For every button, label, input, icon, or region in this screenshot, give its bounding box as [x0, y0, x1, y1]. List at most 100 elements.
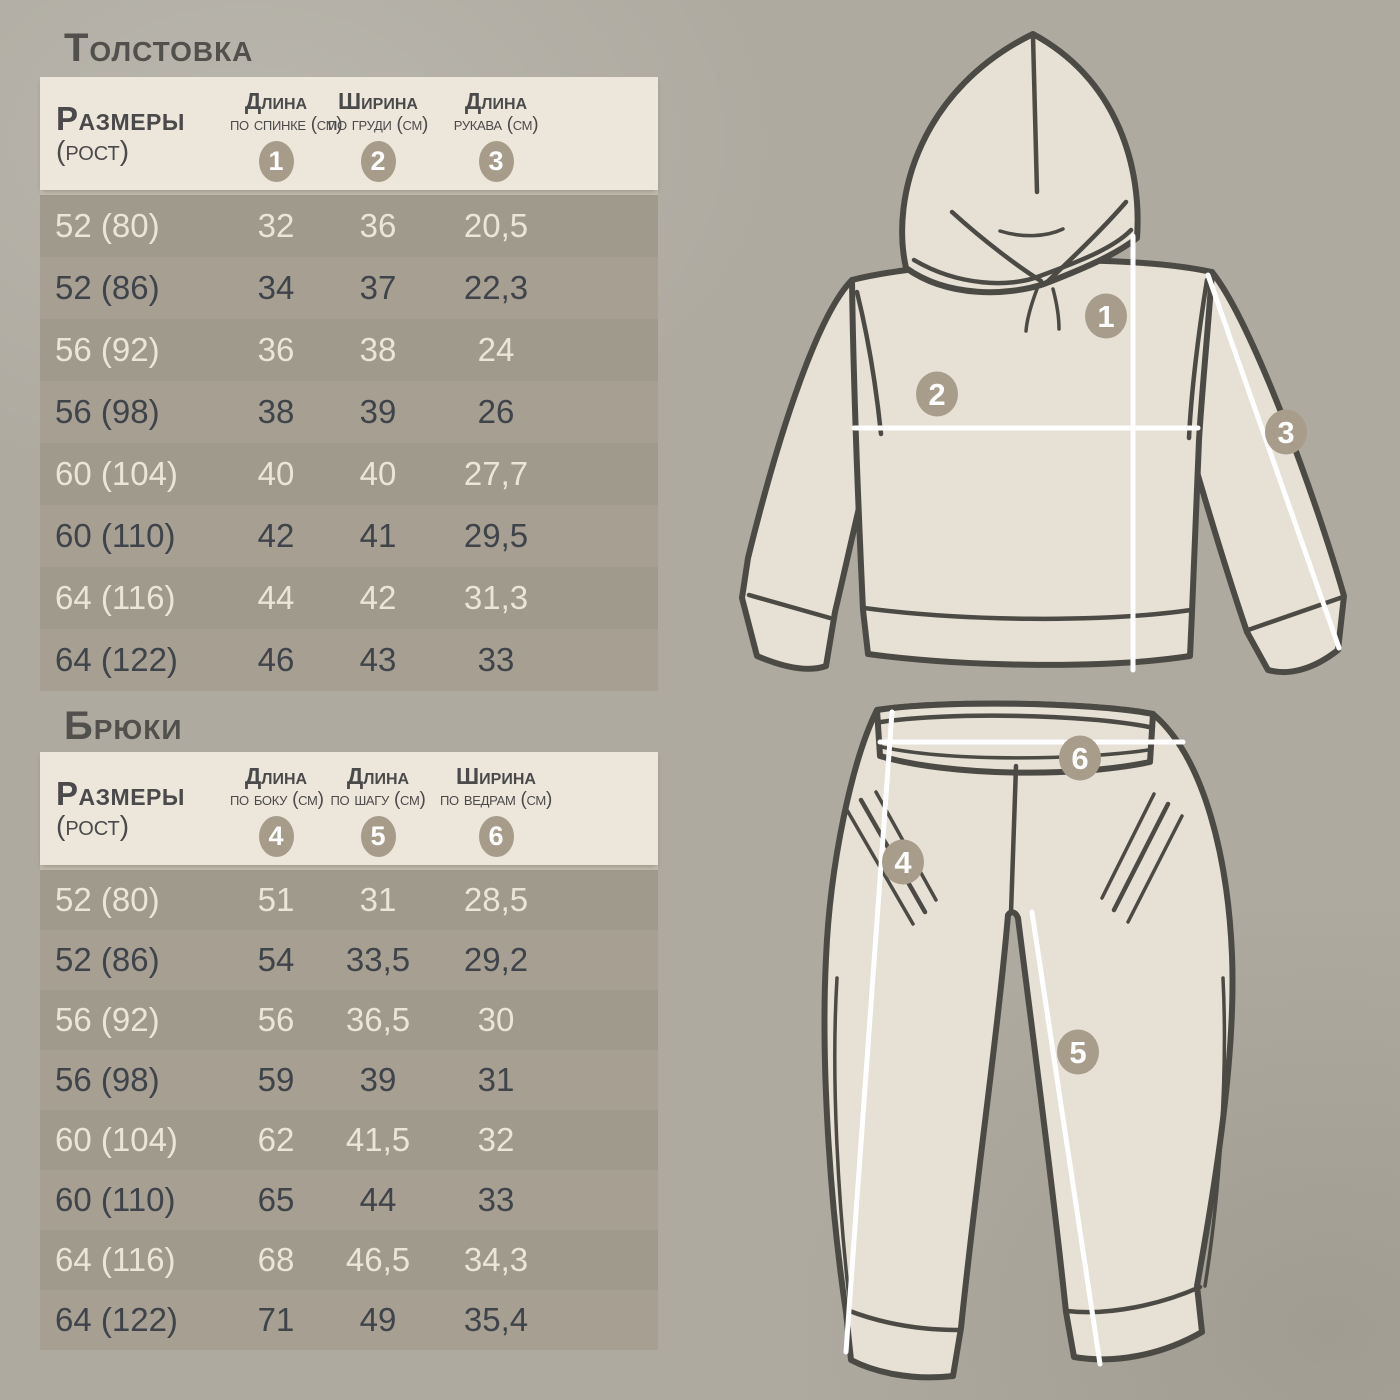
value-cell: 29,2: [463, 941, 529, 978]
pants-center-seam: [1008, 763, 1019, 916]
column-badge-6: 6: [478, 816, 514, 857]
size-table-row: 60 (110) 42 41 29,5: [40, 505, 658, 567]
pants-table-body: 52 (80) 51 31 28,5 52 (86) 54 33,5 29,2 …: [40, 865, 658, 1350]
measure-badge-4: 4: [882, 839, 924, 885]
size-table-row: 52 (80) 51 31 28,5: [40, 870, 658, 930]
value-cell: 54: [257, 941, 295, 978]
size-table-row: 60 (104) 40 40 27,7: [40, 443, 658, 505]
size-table-row: 52 (80) 32 36 20,5: [40, 195, 658, 257]
svg-text:5: 5: [1069, 1035, 1086, 1070]
hoodie-table-header: Размеры (рост) Длина по спинке (см) 1 Ши…: [40, 77, 658, 190]
value-cell: 37: [359, 269, 397, 306]
value-cell: 30: [477, 1001, 515, 1038]
size-table-row: 56 (98) 38 39 26: [40, 381, 658, 443]
column-badge-5: 5: [360, 816, 396, 857]
size-cell: 56 (98): [55, 393, 160, 430]
size-table-row: 60 (104) 62 41,5 32: [40, 1110, 658, 1170]
value-cell: 68: [257, 1241, 295, 1278]
svg-text:3: 3: [1277, 415, 1294, 450]
size-cell: 64 (122): [55, 641, 178, 678]
hoodie-left-armhole-seam: [854, 289, 884, 437]
column-badge-2: 2: [360, 141, 396, 182]
value-cell: 32: [477, 1121, 515, 1158]
value-cell: 44: [359, 1181, 397, 1218]
measure-badge-1: 1: [1085, 293, 1127, 339]
value-cell: 31: [477, 1061, 515, 1098]
value-cell: 42: [257, 517, 295, 554]
measure-line-4: [843, 709, 895, 1355]
size-sublabel: (рост): [56, 809, 130, 841]
value-cell: 31: [359, 881, 397, 918]
measure-badge-6: 6: [1059, 735, 1101, 781]
hoodie-section-title: Толстовка: [64, 26, 254, 70]
right-pocket-line: [1100, 792, 1156, 900]
column-badge-4: 4: [258, 816, 294, 857]
size-sublabel: (рост): [56, 134, 130, 166]
left-cuff-line: [844, 1307, 961, 1333]
svg-text:2: 2: [928, 377, 945, 412]
left-side-seam: [833, 976, 851, 1300]
size-label: Размеры: [56, 99, 185, 137]
hoodie-left-cuff-line: [746, 592, 833, 621]
value-cell: 20,5: [463, 207, 529, 244]
hood-drawstring-left: [1024, 287, 1039, 333]
measure-line-3: [1205, 272, 1342, 651]
value-cell: 34,3: [463, 1241, 529, 1278]
measure-badge-2: 2: [916, 371, 958, 417]
value-cell: 38: [359, 331, 397, 368]
size-table-row: 56 (92) 56 36,5 30: [40, 990, 658, 1050]
hoodie-right-armhole-seam: [1186, 277, 1210, 441]
pants-drawing: 4 5 6: [821, 700, 1236, 1381]
value-cell: 42: [359, 579, 397, 616]
size-cell: 52 (86): [55, 269, 160, 306]
value-cell: 26: [477, 393, 515, 430]
column-header-inseam-length: Длина по шагу (см) 5: [322, 752, 434, 865]
size-table-row: 56 (92) 36 38 24: [40, 319, 658, 381]
size-cell: 60 (104): [55, 1121, 178, 1158]
hood-drawstring-right: [1051, 287, 1061, 331]
value-cell: 41: [359, 517, 397, 554]
column-header-chest-width: Ширина по груди (см) 2: [322, 77, 434, 190]
waistband-seam-line: [880, 745, 1150, 760]
size-cell: 60 (104): [55, 455, 178, 492]
size-cell: 56 (92): [55, 1001, 160, 1038]
size-cell: 56 (92): [55, 331, 160, 368]
value-cell: 27,7: [463, 455, 529, 492]
svg-text:4: 4: [894, 845, 912, 880]
svg-text:1: 1: [1097, 299, 1114, 334]
hoodie-right-sleeve: [1184, 269, 1347, 676]
value-cell: 56: [257, 1001, 295, 1038]
value-cell: 35,4: [463, 1301, 529, 1338]
column-header-hip-width: Ширина по ведрам (см) 6: [434, 752, 558, 865]
measure-badge-5: 5: [1057, 1029, 1099, 1075]
value-cell: 33: [477, 641, 515, 678]
value-cell: 39: [359, 1061, 397, 1098]
value-cell: 31,3: [463, 579, 529, 616]
hoodie-body: [849, 257, 1215, 668]
waistband-top-line: [878, 713, 1152, 730]
size-table-row: 52 (86) 54 33,5 29,2: [40, 930, 658, 990]
size-cell: 52 (80): [55, 207, 160, 244]
right-pocket-line: [1111, 801, 1171, 913]
size-label: Размеры: [56, 774, 185, 812]
hoodie-size-table: Размеры (рост) Длина по спинке (см) 1 Ши…: [40, 77, 658, 691]
size-column-header: Размеры (рост): [40, 99, 230, 166]
column-header-back-length: Длина по спинке (см) 1: [230, 77, 343, 190]
value-cell: 36,5: [345, 1001, 411, 1038]
value-cell: 22,3: [463, 269, 529, 306]
hoodie-drawing: 1 2 3: [739, 31, 1347, 676]
value-cell: 40: [257, 455, 295, 492]
value-cell: 32: [257, 207, 295, 244]
value-cell: 38: [257, 393, 295, 430]
value-cell: 62: [257, 1121, 295, 1158]
size-table-row: 52 (86) 34 37 22,3: [40, 257, 658, 319]
size-cell: 64 (122): [55, 1301, 178, 1338]
size-cell: 56 (98): [55, 1061, 160, 1098]
value-cell: 46: [257, 641, 295, 678]
size-cell: 52 (86): [55, 941, 160, 978]
size-cell: 64 (116): [55, 1241, 176, 1278]
value-cell: 59: [257, 1061, 295, 1098]
value-cell: 33: [477, 1181, 515, 1218]
value-cell: 49: [359, 1301, 397, 1338]
size-table-row: 56 (98) 59 39 31: [40, 1050, 658, 1110]
